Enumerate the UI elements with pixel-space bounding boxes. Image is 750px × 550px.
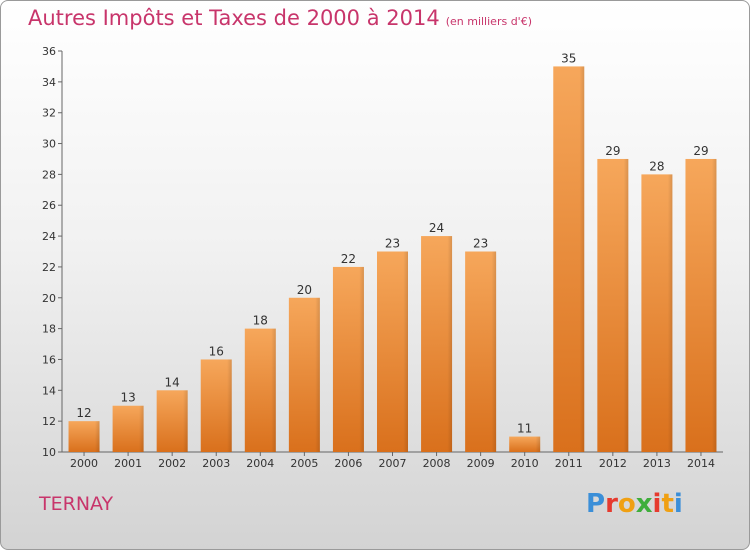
data-labels: 12 13 14 16 18 20 22 23 24 23 11 35 29 28 29: [76, 51, 708, 435]
y-tick-label: 26: [42, 199, 56, 212]
y-tick-label: 28: [42, 168, 56, 181]
x-tick-label: 2010: [511, 457, 539, 470]
data-label: 14: [165, 375, 180, 389]
chart-title-main: Autres Impôts et Taxes de 2000 à 2014: [28, 6, 440, 30]
bar-shade: [68, 421, 100, 452]
x-tick-label: 2006: [334, 457, 362, 470]
bar-shade: [421, 236, 453, 452]
bar-shade: [156, 390, 188, 452]
x-tick-label: 2012: [599, 457, 627, 470]
x-tick-label: 2001: [114, 457, 142, 470]
y-tick-label: 32: [42, 107, 56, 120]
chart-title: Autres Impôts et Taxes de 2000 à 2014 (en…: [28, 6, 532, 30]
y-tick-label: 30: [42, 138, 56, 151]
bar-shade: [377, 251, 408, 452]
axes: 10 12 14 16 18 20 22 24 26 28 30 32 34 36 2000 2001 2002…: [42, 45, 723, 470]
bar-shade: [288, 297, 320, 452]
bars: [68, 66, 717, 452]
bar-shade: [509, 436, 541, 452]
x-tick-label: 2007: [379, 457, 407, 470]
data-label: 18: [253, 314, 268, 328]
data-label: 24: [429, 221, 444, 235]
bar-shade: [112, 405, 144, 452]
x-tick-label: 2009: [467, 457, 495, 470]
data-label: 29: [605, 144, 620, 158]
y-tick-label: 24: [42, 230, 56, 243]
logo-letter: i: [673, 489, 683, 519]
x-tick-label: 2008: [423, 457, 451, 470]
data-label: 23: [385, 237, 400, 251]
bar-shade: [332, 266, 364, 452]
bar-shade: [685, 158, 717, 452]
y-tick-label: 10: [42, 446, 56, 459]
data-label: 16: [209, 344, 224, 358]
y-tick-label: 16: [42, 353, 56, 366]
logo-letter: o: [617, 489, 636, 519]
x-tick-label: 2011: [555, 457, 583, 470]
data-label: 28: [649, 159, 664, 173]
bar-shade: [200, 359, 232, 452]
bar-shade: [641, 174, 673, 452]
logo-letter: t: [661, 489, 674, 519]
data-label: 20: [297, 283, 312, 297]
bar-shade: [465, 251, 497, 452]
logo-letter: P: [586, 489, 606, 519]
data-label: 11: [517, 422, 532, 436]
data-label: 35: [561, 51, 576, 65]
y-tick-label: 36: [42, 45, 56, 58]
bar-shade: [553, 66, 585, 452]
y-tick-label: 18: [42, 323, 56, 336]
y-tick-label: 20: [42, 292, 56, 305]
logo-letter: x: [635, 489, 653, 519]
x-tick-label: 2003: [202, 457, 230, 470]
bar-shade: [244, 328, 276, 452]
proxiti-logo: Proxiti: [586, 489, 683, 519]
place-name: TERNAY: [39, 493, 114, 515]
x-tick-label: 2013: [643, 457, 671, 470]
y-tick-label: 12: [42, 415, 56, 428]
data-label: 13: [120, 391, 135, 405]
x-tick-label: 2004: [246, 457, 274, 470]
logo-letter: r: [605, 489, 618, 519]
y-tick-label: 34: [42, 76, 56, 89]
y-tick-label: 14: [42, 384, 56, 397]
x-tick-label: 2005: [290, 457, 318, 470]
data-label: 29: [693, 144, 708, 158]
logo-letter: i: [652, 489, 662, 519]
y-tick-label: 22: [42, 261, 56, 274]
bar-shade: [597, 158, 629, 452]
chart-unit-note: (en milliers d'€): [445, 15, 532, 28]
data-label: 12: [76, 406, 91, 420]
x-tick-label: 2002: [158, 457, 186, 470]
data-label: 22: [341, 252, 356, 266]
data-label: 23: [473, 237, 488, 251]
x-tick-label: 2000: [70, 457, 98, 470]
x-tick-label: 2014: [687, 457, 715, 470]
